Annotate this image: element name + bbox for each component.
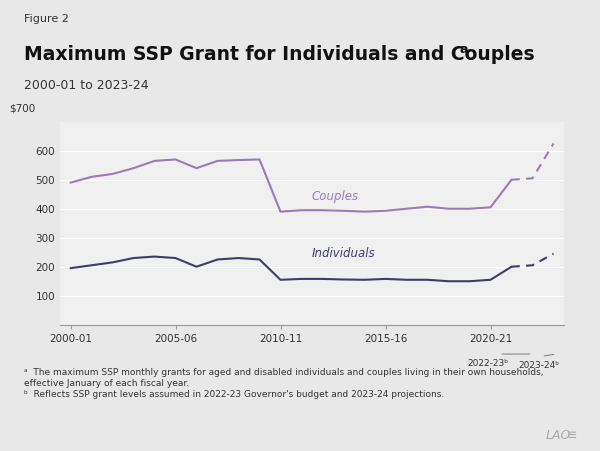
- Text: LAO: LAO: [546, 429, 571, 442]
- Text: Maximum SSP Grant for Individuals and Couples: Maximum SSP Grant for Individuals and Co…: [24, 45, 535, 64]
- Text: Individuals: Individuals: [312, 247, 376, 260]
- Text: ≡: ≡: [567, 429, 577, 442]
- Text: ᵇ  Reflects SSP grant levels assumed in 2022-23 Governor's budget and 2023-24 pr: ᵇ Reflects SSP grant levels assumed in 2…: [24, 390, 444, 399]
- Text: Couples: Couples: [312, 190, 359, 203]
- Text: ᵃ  The maximum SSP monthly grants for aged and disabled individuals and couples : ᵃ The maximum SSP monthly grants for age…: [24, 368, 544, 388]
- Text: 2000-01 to 2023-24: 2000-01 to 2023-24: [24, 79, 149, 92]
- Text: Figure 2: Figure 2: [24, 14, 69, 23]
- Text: $700: $700: [10, 104, 36, 114]
- Text: a: a: [459, 43, 467, 56]
- Text: 2023-24ᵇ: 2023-24ᵇ: [518, 361, 559, 370]
- Text: 2022-23ᵇ: 2022-23ᵇ: [467, 359, 508, 368]
